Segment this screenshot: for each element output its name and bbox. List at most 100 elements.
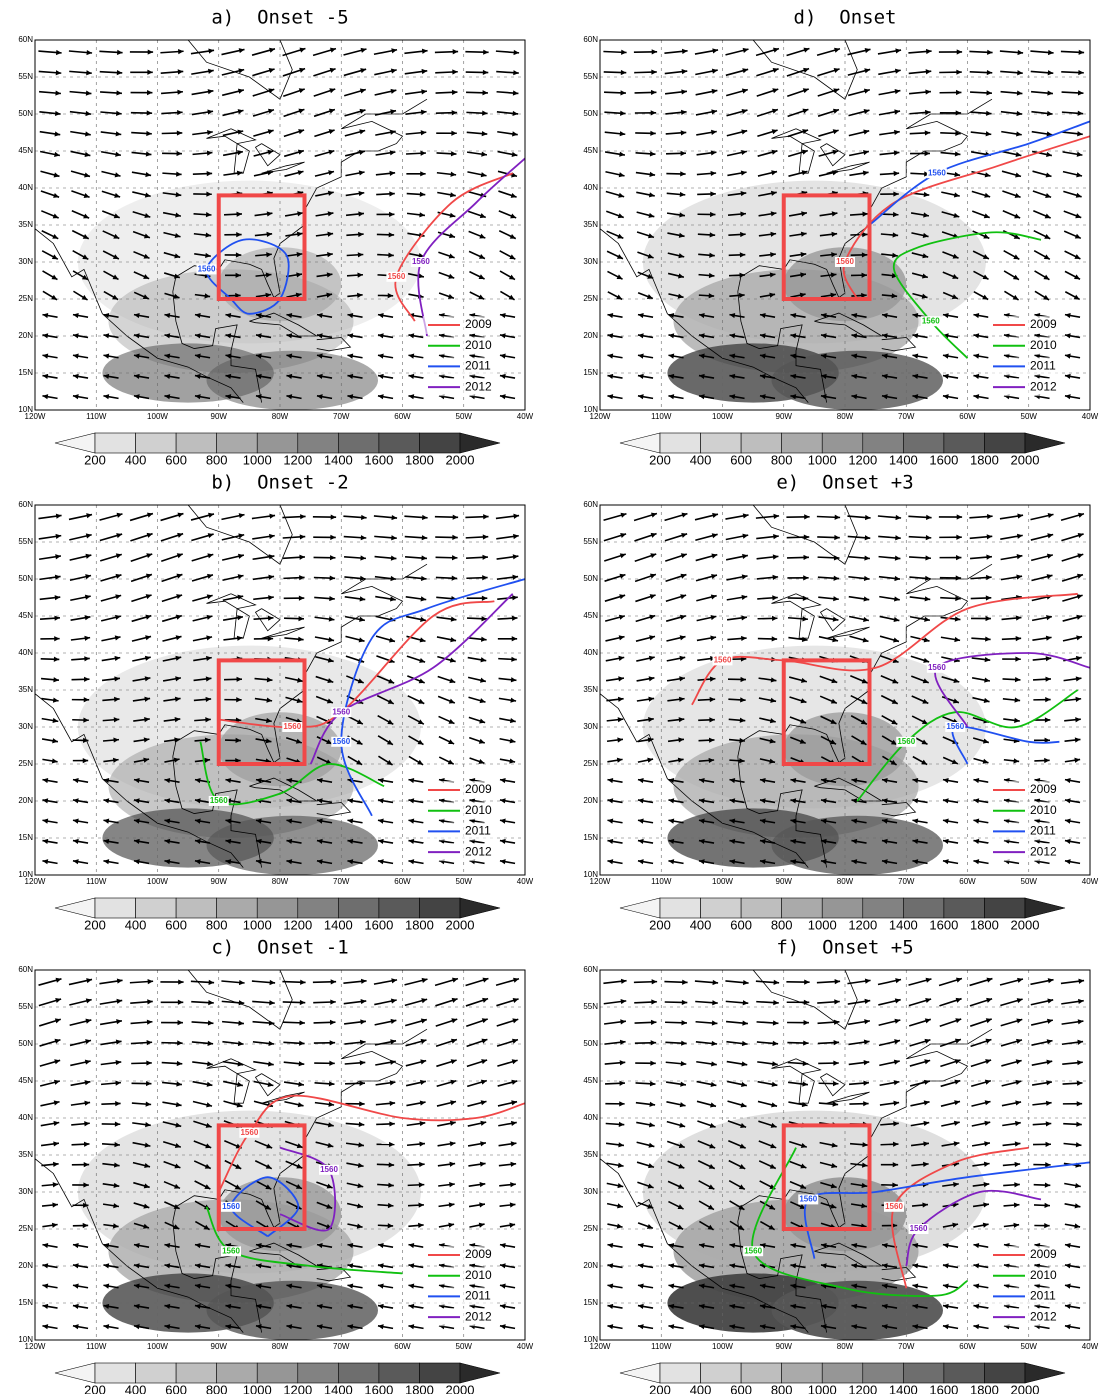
colorbar-label: 1400 — [889, 917, 918, 932]
wind-arrowhead — [681, 1061, 687, 1066]
wind-arrowhead — [480, 213, 486, 218]
wind-arrowhead — [680, 192, 686, 197]
wind-arrowhead — [56, 70, 62, 75]
lon-label: 100W — [147, 1342, 168, 1351]
wind-arrowhead — [208, 1000, 214, 1005]
colorbar-box — [701, 1363, 742, 1383]
lat-label: 60N — [583, 35, 598, 44]
lat-label: 55N — [18, 1002, 33, 1011]
wind-arrowhead — [360, 1060, 366, 1065]
wind-arrowhead — [512, 616, 518, 621]
colorbar-box — [863, 898, 904, 918]
lon-label: 100W — [147, 412, 168, 421]
coastline — [772, 1059, 821, 1074]
wind-arrowhead — [865, 535, 871, 540]
wind-arrowhead — [54, 1100, 60, 1105]
coastline — [234, 144, 249, 174]
lat-label: 60N — [18, 35, 33, 44]
wind-arrowhead — [710, 1123, 716, 1128]
wind-arrowhead — [85, 595, 91, 600]
wind-arrowhead — [863, 617, 869, 622]
colorbar-label: 1000 — [808, 1382, 837, 1394]
moisture-shading — [772, 1281, 944, 1340]
lat-label: 30N — [18, 722, 33, 731]
panel-title: f) Onset +5 — [776, 937, 913, 959]
wind-arrowhead — [268, 1082, 274, 1087]
lat-label: 25N — [18, 1224, 33, 1233]
wind-arrowhead — [895, 555, 901, 560]
wind-arrowhead — [1044, 1203, 1050, 1208]
wind-arrowhead — [146, 574, 152, 579]
wind-arrowhead — [621, 70, 626, 75]
colorbar-label: 1800 — [970, 452, 999, 467]
colorbar-box — [984, 433, 1025, 453]
wind-arrowhead — [649, 192, 655, 197]
colorbar-label: 1600 — [929, 1382, 958, 1394]
wind-arrowhead — [618, 656, 624, 661]
lon-label: 120W — [590, 412, 611, 421]
wind-arrowhead — [514, 50, 520, 55]
wind-arrowhead — [803, 1061, 809, 1066]
wind-arrowhead — [620, 111, 626, 116]
lon-label: 110W — [651, 1342, 672, 1351]
wind-arrowhead — [148, 49, 153, 54]
wind-arrowhead — [482, 131, 488, 136]
lon-label: 110W — [86, 412, 107, 421]
wind-arrowhead — [617, 1183, 623, 1188]
colorbar-label: 200 — [649, 1382, 671, 1394]
wind-arrowhead — [361, 515, 367, 520]
wind-arrowhead — [177, 533, 183, 538]
lon-label: 70W — [333, 412, 350, 421]
colorbar-box — [701, 898, 742, 918]
wind-arrowhead — [453, 515, 458, 520]
contour-label: 1560 — [928, 168, 946, 177]
wind-arrowhead — [680, 1102, 686, 1107]
lat-label: 35N — [18, 1150, 33, 1159]
wind-arrowhead — [617, 1223, 623, 1228]
wind-arrowhead — [176, 171, 182, 176]
wind-arrowhead — [804, 979, 809, 984]
wind-arrowhead — [330, 68, 336, 73]
coastline — [799, 144, 814, 174]
colorbar-box — [176, 433, 217, 453]
wind-arrowhead — [390, 109, 396, 114]
wind-arrowhead — [742, 574, 748, 579]
lat-label: 40N — [583, 1113, 598, 1122]
wind-arrowhead — [621, 50, 627, 55]
wind-arrowhead — [894, 617, 900, 622]
wind-arrowhead — [619, 1122, 625, 1127]
colorbar-box — [217, 898, 258, 918]
wind-arrowhead — [1048, 50, 1054, 55]
lon-label: 50W — [456, 877, 473, 886]
wind-arrowhead — [1079, 50, 1085, 55]
colorbar-box — [136, 898, 177, 918]
lat-label: 50N — [583, 109, 598, 118]
wind-arrowhead — [1015, 657, 1020, 662]
wind-arrowhead — [513, 90, 519, 95]
coastline — [753, 505, 857, 564]
wind-arrowhead — [117, 50, 123, 55]
wind-arrowhead — [986, 575, 992, 580]
wind-arrowhead — [360, 555, 366, 560]
wind-arrowhead — [389, 1101, 395, 1106]
wind-arrowhead — [772, 88, 778, 93]
wind-arrowhead — [512, 1018, 518, 1023]
wind-arrowhead — [146, 553, 152, 558]
wind-arrowhead — [83, 758, 88, 763]
wind-arrowhead — [452, 555, 457, 560]
colorbar-end — [460, 898, 500, 918]
wind-arrowhead — [832, 637, 838, 642]
wind-arrowhead — [177, 90, 183, 95]
wind-arrowhead — [651, 999, 657, 1004]
wind-arrowhead — [389, 1121, 395, 1126]
colorbar-label: 600 — [165, 1382, 187, 1394]
wind-arrowhead — [833, 1060, 838, 1065]
colorbar-box — [984, 898, 1025, 918]
wind-arrowhead — [1045, 697, 1050, 702]
wind-arrowhead — [479, 1223, 485, 1228]
wind-arrowhead — [115, 635, 121, 640]
colorbar-label: 1000 — [243, 452, 272, 467]
colorbar-box — [741, 898, 782, 918]
wind-arrowhead — [1077, 553, 1083, 558]
wind-arrowhead — [116, 111, 122, 116]
